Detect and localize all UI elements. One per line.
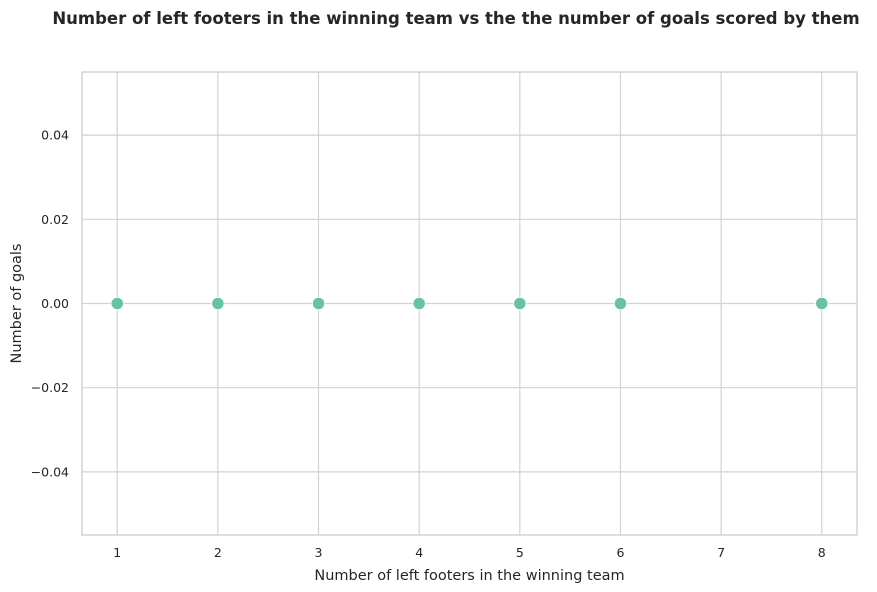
x-tick-label: 2 — [214, 545, 222, 560]
y-tick-labels: −0.04 −0.02 0.00 0.02 0.04 — [31, 128, 69, 480]
x-tick-label: 7 — [717, 545, 725, 560]
x-tick-labels: 1 2 3 4 5 6 7 8 — [113, 545, 826, 560]
x-tick-label: 1 — [113, 545, 121, 560]
x-tick-label: 4 — [415, 545, 423, 560]
data-point — [110, 296, 124, 311]
y-tick-label: −0.04 — [31, 464, 69, 479]
y-tick-label: −0.02 — [31, 380, 69, 395]
grid-lines — [82, 72, 857, 535]
chart-title: Number of left footers in the winning te… — [52, 9, 859, 28]
x-tick-label: 8 — [818, 545, 826, 560]
data-point — [613, 296, 628, 311]
data-point — [513, 296, 527, 311]
data-point — [412, 296, 426, 311]
x-axis-label: Number of left footers in the winning te… — [314, 568, 624, 584]
y-tick-label: 0.02 — [41, 212, 69, 227]
y-tick-label: 0.00 — [41, 296, 69, 311]
x-tick-label: 5 — [516, 545, 524, 560]
x-tick-label: 6 — [616, 545, 624, 560]
data-points — [110, 296, 829, 311]
y-axis-label: Number of goals — [9, 244, 25, 364]
x-tick-label: 3 — [315, 545, 323, 560]
data-point — [311, 296, 326, 311]
y-tick-label: 0.04 — [41, 128, 69, 143]
data-point — [211, 296, 225, 311]
data-point — [815, 296, 829, 311]
plot-area — [81, 71, 858, 536]
